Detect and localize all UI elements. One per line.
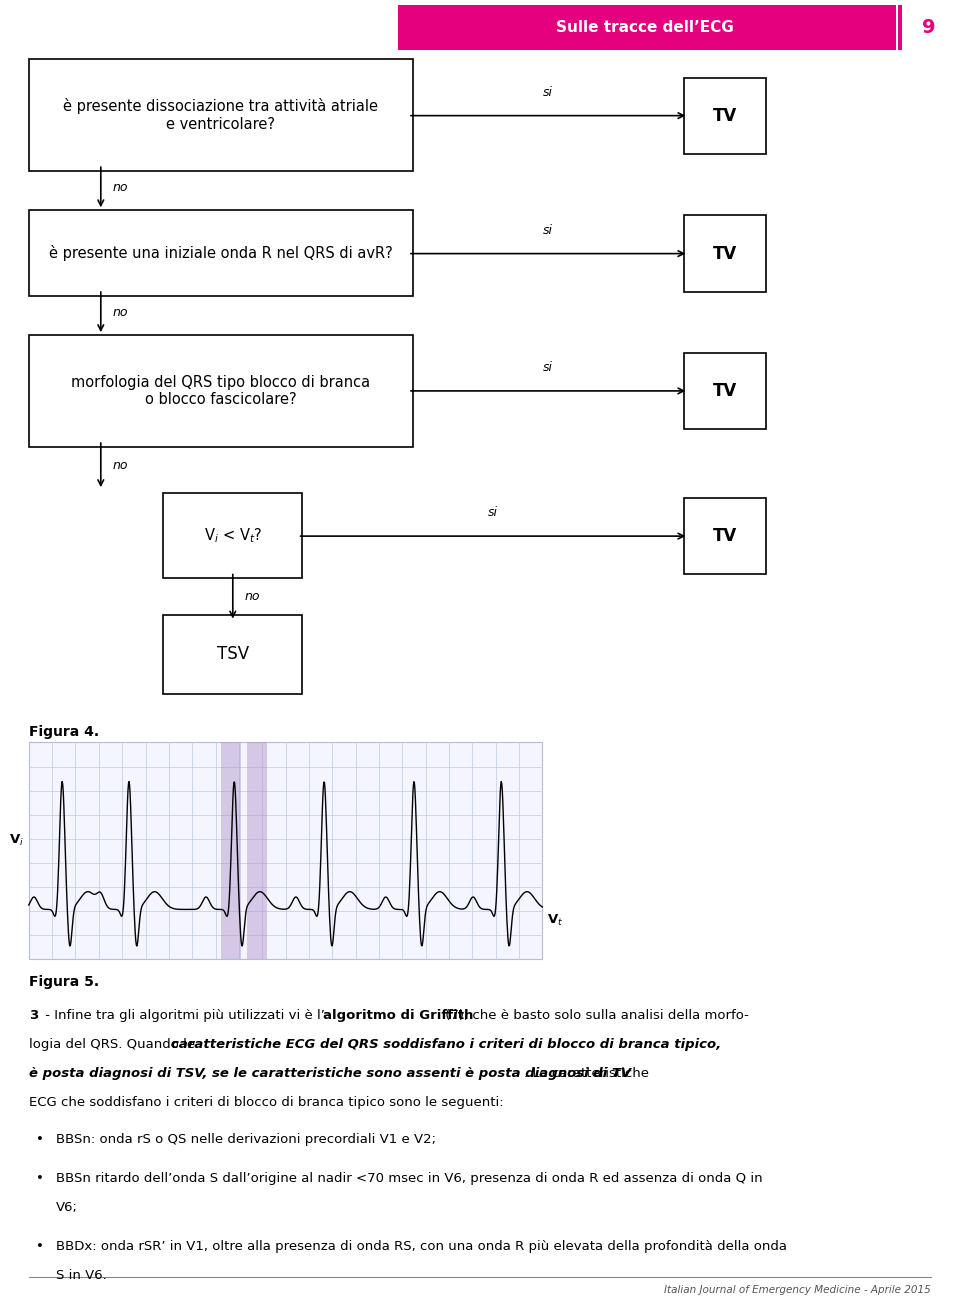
Text: BBSn ritardo dell’onda S dall’origine al nadir <70 msec in V6, presenza di onda : BBSn ritardo dell’onda S dall’origine al… xyxy=(56,1172,762,1185)
Text: . Le caratteristiche: . Le caratteristiche xyxy=(524,1067,649,1080)
Text: TV: TV xyxy=(712,382,737,399)
FancyBboxPatch shape xyxy=(222,742,241,959)
FancyBboxPatch shape xyxy=(29,210,413,296)
Text: algoritmo di Griffith: algoritmo di Griffith xyxy=(323,1009,473,1022)
FancyBboxPatch shape xyxy=(684,498,766,574)
Text: è posta diagnosi di TSV, se le caratteristiche sono assenti è posta diagnosi di : è posta diagnosi di TSV, se le caratteri… xyxy=(29,1067,631,1080)
FancyBboxPatch shape xyxy=(29,59,413,171)
FancyBboxPatch shape xyxy=(896,5,898,50)
FancyBboxPatch shape xyxy=(163,493,302,578)
Text: si: si xyxy=(488,506,498,519)
FancyBboxPatch shape xyxy=(684,353,766,430)
Text: Sulle tracce dell’ECG: Sulle tracce dell’ECG xyxy=(556,20,734,35)
Text: (7), che è basto solo sulla analisi della morfo-: (7), che è basto solo sulla analisi dell… xyxy=(441,1009,749,1022)
Text: S in V6.: S in V6. xyxy=(56,1269,107,1282)
Text: - Infine tra gli algoritmi più utilizzati vi è l’: - Infine tra gli algoritmi più utilizzat… xyxy=(41,1009,325,1022)
Text: si: si xyxy=(543,223,553,237)
Text: V$_i$ < V$_t$?: V$_i$ < V$_t$? xyxy=(204,526,262,545)
Text: è presente dissociazione tra attività atriale
e ventricolare?: è presente dissociazione tra attività at… xyxy=(63,99,378,131)
Text: si: si xyxy=(543,361,553,373)
Text: no: no xyxy=(112,306,128,318)
FancyBboxPatch shape xyxy=(684,215,766,292)
Text: V$_t$: V$_t$ xyxy=(547,913,564,928)
Text: morfologia del QRS tipo blocco di branca
o blocco fascicolare?: morfologia del QRS tipo blocco di branca… xyxy=(71,374,371,407)
FancyBboxPatch shape xyxy=(247,742,267,959)
Text: no: no xyxy=(112,459,128,472)
Text: TSV: TSV xyxy=(217,645,249,664)
Text: BBDx: onda rSR’ in V1, oltre alla presenza di onda RS, con una onda R più elevat: BBDx: onda rSR’ in V1, oltre alla presen… xyxy=(56,1240,786,1254)
Text: 3: 3 xyxy=(29,1009,38,1022)
Text: V6;: V6; xyxy=(56,1201,78,1214)
FancyBboxPatch shape xyxy=(398,5,902,50)
Text: 9: 9 xyxy=(922,18,935,37)
Text: •: • xyxy=(36,1240,44,1254)
Text: Figura 4.: Figura 4. xyxy=(29,725,99,740)
FancyBboxPatch shape xyxy=(684,78,766,154)
FancyBboxPatch shape xyxy=(163,615,302,694)
Text: caratteristiche ECG del QRS soddisfano i criteri di blocco di branca tipico,: caratteristiche ECG del QRS soddisfano i… xyxy=(171,1038,721,1051)
Text: si: si xyxy=(543,85,553,99)
Text: ECG che soddisfano i criteri di blocco di branca tipico sono le seguenti:: ECG che soddisfano i criteri di blocco d… xyxy=(29,1096,503,1109)
FancyBboxPatch shape xyxy=(29,335,413,447)
Text: è presente una iniziale onda R nel QRS di avR?: è presente una iniziale onda R nel QRS d… xyxy=(49,244,393,261)
Text: V$_i$: V$_i$ xyxy=(9,833,24,848)
Text: •: • xyxy=(36,1172,44,1185)
Text: TV: TV xyxy=(712,527,737,545)
Text: •: • xyxy=(36,1134,44,1146)
Text: Italian Journal of Emergency Medicine - Aprile 2015: Italian Journal of Emergency Medicine - … xyxy=(664,1285,931,1296)
Text: logia del QRS. Quando le: logia del QRS. Quando le xyxy=(29,1038,199,1051)
Text: no: no xyxy=(244,590,260,603)
Text: Figura 5.: Figura 5. xyxy=(29,975,99,989)
Text: TV: TV xyxy=(712,244,737,263)
Text: TV: TV xyxy=(712,106,737,125)
Text: no: no xyxy=(112,181,128,193)
Text: BBSn: onda rS o QS nelle derivazioni precordiali V1 e V2;: BBSn: onda rS o QS nelle derivazioni pre… xyxy=(56,1134,436,1146)
FancyBboxPatch shape xyxy=(29,742,542,959)
